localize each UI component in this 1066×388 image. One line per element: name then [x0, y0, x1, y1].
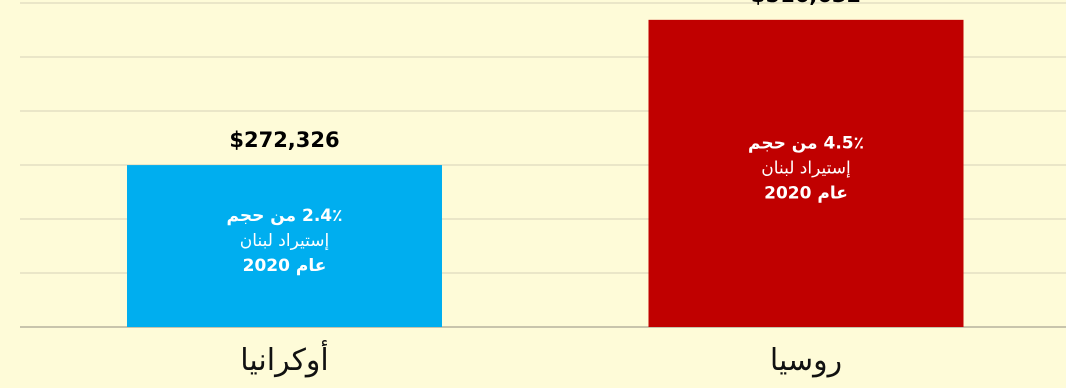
category-label: روسيا	[770, 343, 842, 378]
bar-note: 4.5٪ من حجم	[748, 133, 864, 153]
bar-note: إستيراد لبنان	[240, 231, 329, 251]
bars	[127, 19, 964, 327]
category-label: أوكرانيا	[240, 339, 329, 378]
bar-note: عام 2020	[243, 256, 327, 276]
bar-note: عام 2020	[764, 183, 848, 203]
bar	[127, 165, 442, 327]
bar-note: 2.4٪ من حجم	[227, 206, 343, 226]
bar-note: إستيراد لبنان	[761, 158, 850, 178]
labels: $272,326 2.4٪ من حجم إستيراد لبنان عام 2020…	[227, 0, 865, 378]
bar	[648, 19, 964, 327]
data-label: $516,632	[751, 0, 861, 7]
data-label: $272,326	[229, 128, 339, 152]
